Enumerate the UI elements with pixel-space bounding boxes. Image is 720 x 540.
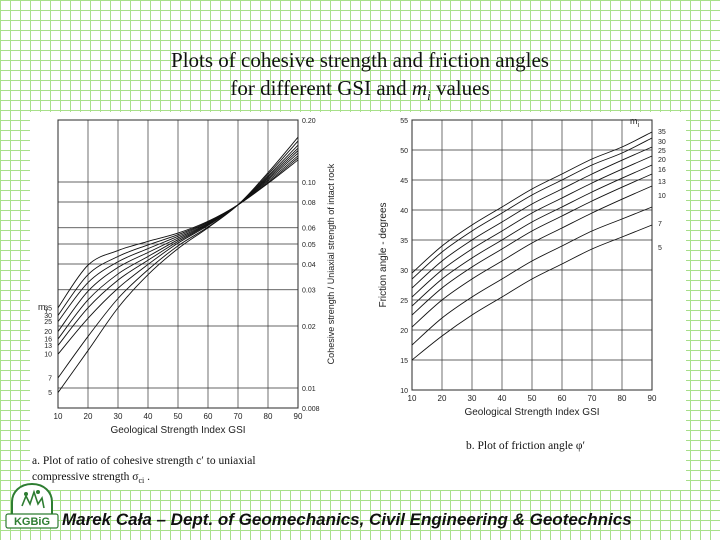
left-legend-label: 10 [44, 352, 52, 359]
title-line-1: Plots of cohesive strength and friction … [171, 48, 549, 72]
left-legend-label: 16 [44, 336, 52, 343]
right-series-line-mi-35 [411, 131, 653, 274]
right-y-tick-label: 15 [400, 358, 408, 365]
cohesion-chart: 10 20 30 40 50 60 70 80 90 0.20 0.10 0.08 0.06 0.05 0… [32, 118, 336, 485]
right-x-tick-label: 50 [528, 394, 537, 403]
left-series-line-mi-30 [57, 157, 299, 316]
friction-x-axis-label: Geological Strength Index GSI [464, 407, 599, 418]
friction-chart: 10 20 30 40 50 60 70 80 90 10152025303540455055 … [378, 116, 666, 452]
cohesion-caption-line-1: a. Plot of ratio of cohesive strength c′… [32, 455, 256, 467]
left-y-tick-label: 0.008 [302, 406, 320, 413]
left-y-tick-label: 0.04 [302, 262, 316, 269]
figure-svg: 10 20 30 40 50 60 70 80 90 0.20 0.10 0.08 0.06 0.05 0… [32, 116, 666, 485]
left-series-line-mi-25 [57, 155, 299, 322]
cohesion-caption-line-2: compressive strength σci . [32, 471, 150, 485]
right-legend-label: 20 [658, 157, 666, 164]
title-m-sub: i [427, 88, 431, 104]
right-legend-label: 10 [658, 193, 666, 200]
friction-y-axis-label: Friction angle - degrees [378, 202, 389, 307]
right-y-tick-label: 25 [400, 298, 408, 305]
right-y-tick-label: 55 [400, 118, 408, 125]
right-series-line-mi-10 [411, 185, 653, 328]
right-x-tick-label: 10 [408, 394, 417, 403]
logo-text: KGBiG [14, 516, 50, 528]
left-y-tick-label: 0.08 [302, 200, 316, 207]
left-x-tick-label: 70 [234, 412, 243, 421]
left-legend-label: 5 [48, 390, 52, 397]
right-x-tick-label: 90 [648, 394, 657, 403]
right-y-tick-label: 35 [400, 238, 408, 245]
left-x-tick-label: 50 [174, 412, 183, 421]
friction-legend-title: mi [630, 116, 640, 129]
right-legend-label: 13 [658, 179, 666, 186]
figure-panel: 10 20 30 40 50 60 70 80 90 0.20 0.10 0.08 0.06 0.05 0… [30, 112, 686, 490]
left-x-tick-label: 80 [264, 412, 273, 421]
left-legend-label: 7 [48, 375, 52, 382]
left-x-tick-label: 30 [114, 412, 123, 421]
footer-text: Marek Cała – Dept. of Geomechanics, Civi… [62, 510, 632, 529]
left-y-tick-label: 0.20 [302, 118, 316, 125]
left-y-tick-label: 0.03 [302, 288, 316, 295]
right-y-tick-label: 20 [400, 328, 408, 335]
left-legend-label: 30 [44, 313, 52, 320]
title-m: m [411, 76, 428, 100]
left-series-line-mi-16 [57, 150, 299, 340]
left-series-line-mi-20 [57, 152, 299, 332]
left-series-line-mi-10 [57, 144, 299, 355]
slide-title: Plots of cohesive strength and friction … [0, 46, 720, 110]
right-x-tick-label: 20 [438, 394, 447, 403]
right-legend-label: 30 [658, 139, 666, 146]
left-y-tick-label: 0.05 [302, 242, 316, 249]
right-legend-label: 25 [658, 148, 666, 155]
right-x-tick-label: 80 [618, 394, 627, 403]
left-y-tick-label: 0.02 [302, 324, 316, 331]
cohesion-x-axis-label: Geological Strength Index GSI [110, 425, 245, 436]
left-legend-label: 35 [44, 305, 52, 312]
left-x-tick-label: 10 [54, 412, 63, 421]
title-line-2: for different GSI and mi values [230, 76, 490, 104]
right-legend-label: 35 [658, 129, 666, 136]
right-y-tick-label: 30 [400, 268, 408, 275]
right-series-line-mi-5 [411, 224, 653, 361]
left-legend-label: 25 [44, 319, 52, 326]
right-series-line-mi-30 [411, 137, 653, 280]
left-series-line-mi-13 [57, 147, 299, 346]
kgbig-logo-icon: KGBiG [5, 482, 59, 529]
friction-caption: b. Plot of friction angle φ′ [466, 440, 585, 452]
left-x-tick-label: 60 [204, 412, 213, 421]
right-x-tick-label: 60 [558, 394, 567, 403]
left-y-tick-label: 0.01 [302, 386, 316, 393]
left-series-line-mi-35 [57, 159, 299, 309]
right-y-tick-label: 40 [400, 208, 408, 215]
right-y-tick-label: 10 [400, 388, 408, 395]
right-series-line-mi-13 [411, 173, 653, 316]
left-x-tick-label: 40 [144, 412, 153, 421]
left-series-line-mi-7 [57, 140, 299, 379]
left-y-tick-label: 0.10 [302, 180, 316, 187]
right-legend-label: 16 [658, 167, 666, 174]
right-series-line-mi-7 [411, 206, 653, 346]
right-series-line-mi-16 [411, 164, 653, 307]
right-x-tick-label: 30 [468, 394, 477, 403]
cohesion-legend-title: mi [38, 302, 48, 315]
right-x-tick-label: 70 [588, 394, 597, 403]
right-y-tick-label: 45 [400, 178, 408, 185]
right-series-line-mi-20 [411, 155, 653, 298]
right-series-line-mi-25 [411, 146, 653, 289]
left-legend-label: 20 [44, 329, 52, 336]
right-x-tick-label: 40 [498, 394, 507, 403]
right-legend-label: 5 [658, 245, 662, 252]
left-x-tick-label: 90 [294, 412, 303, 421]
left-legend-label: 13 [44, 343, 52, 350]
left-x-tick-label: 20 [84, 412, 93, 421]
left-series-line-mi-5 [57, 136, 299, 393]
left-y-tick-label: 0.06 [302, 226, 316, 233]
cohesion-y-axis-label: Cohesive strength / Uniaxial strength of… [326, 163, 336, 364]
right-legend-label: 7 [658, 221, 662, 228]
right-y-tick-label: 50 [400, 148, 408, 155]
